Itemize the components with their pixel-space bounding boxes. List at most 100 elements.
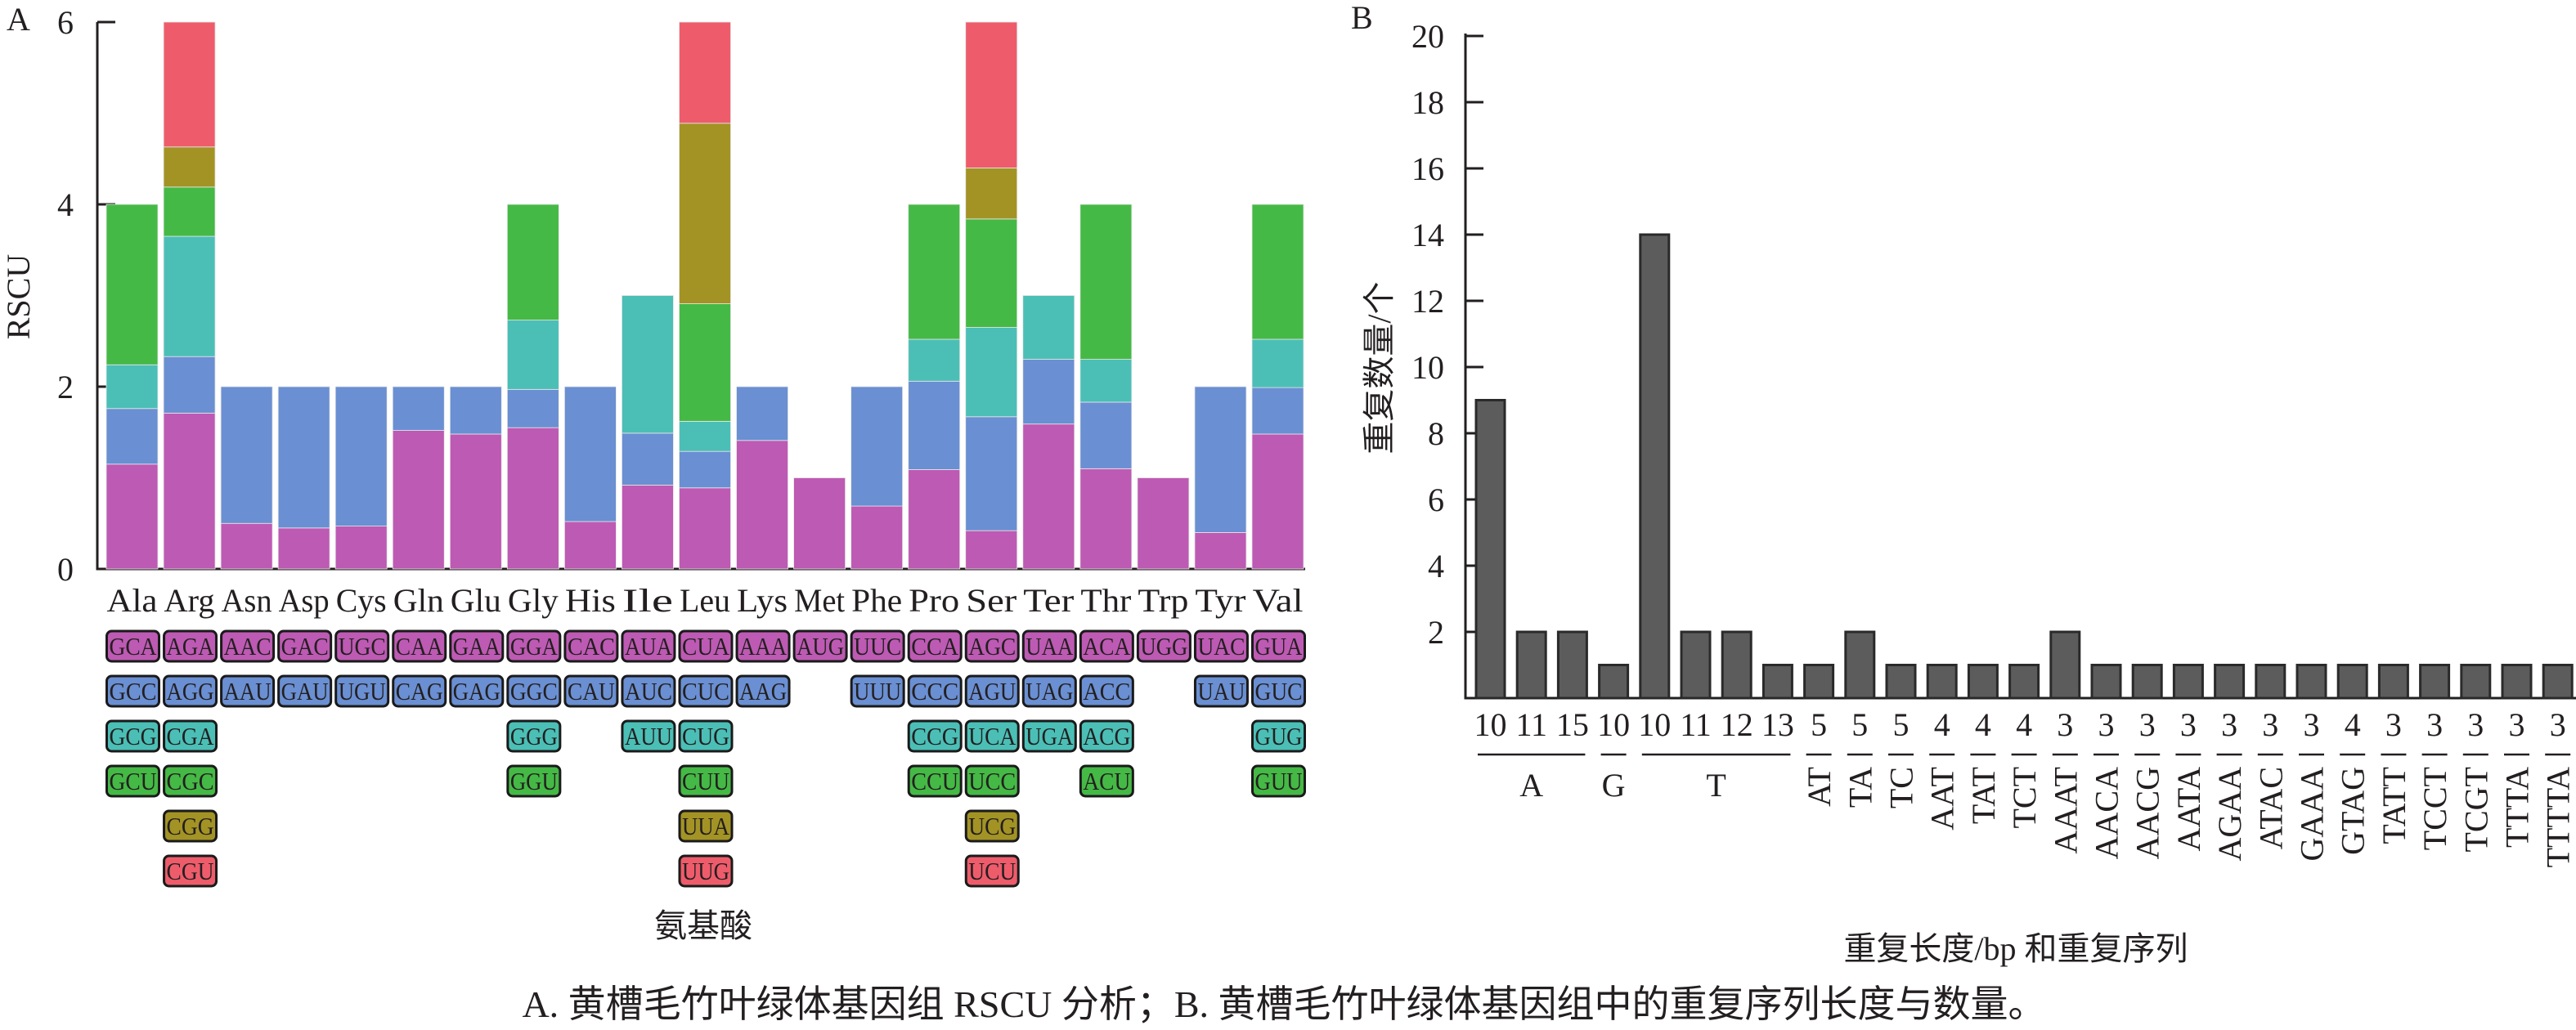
codon-label: AUG xyxy=(797,632,844,661)
codon-label: UCA xyxy=(968,722,1016,750)
chart-b-group-label: G xyxy=(1602,767,1626,804)
codon-label: UUA xyxy=(682,812,730,840)
codon-label: UGG xyxy=(1140,632,1187,661)
bar-segment-pro-ccu xyxy=(908,204,961,340)
chart-b-length-label: 4 xyxy=(1934,706,1950,743)
codon-label: CCU xyxy=(911,767,958,795)
bar-segment-ser-uca xyxy=(965,327,1018,418)
codon-label: GGC xyxy=(510,677,558,705)
chart-b-group-label: T xyxy=(1706,767,1726,804)
codon-box xyxy=(621,629,676,663)
chart-b-group-label: TC xyxy=(1883,767,1920,808)
chart-b-group-label: AATA xyxy=(2170,767,2207,852)
chart-a-category-label: Lys xyxy=(737,582,788,619)
chart-b-bar xyxy=(1474,399,1506,700)
codon-label: CUU xyxy=(682,767,729,795)
bar-segment-arg-aga xyxy=(163,412,216,570)
codon-box xyxy=(449,629,505,663)
chart-b-group-label: ATAC xyxy=(2252,767,2289,849)
codon-box xyxy=(1021,719,1077,753)
codon-label: GGU xyxy=(510,767,558,795)
codon-box xyxy=(964,854,1020,888)
codon-label: CUC xyxy=(682,677,729,705)
codon-label: GGG xyxy=(510,722,558,750)
chart-a-category-label: Gln xyxy=(393,582,444,619)
chart-b-group-label: AACG xyxy=(2129,767,2166,859)
codon-box xyxy=(1251,629,1306,663)
chart-a: 0 2 4 6 Ala GCA GCC GCG GCU Arg AGA AGG CGA CGC CGG CGU… xyxy=(57,4,1306,888)
chart-b-bar xyxy=(2090,664,2122,700)
chart-b-ylabel: 重复数量/个 xyxy=(1361,281,1398,454)
bar-segment-asp-gac xyxy=(277,527,330,570)
chart-b-length-label: 3 xyxy=(2057,706,2073,743)
chart-a-category-label: Trp xyxy=(1138,582,1188,619)
codon-box xyxy=(792,629,848,663)
bar-segment-lys-aag xyxy=(736,386,788,441)
bar-segment-ser-agu xyxy=(965,416,1018,531)
codon-box xyxy=(907,629,963,663)
codon-box xyxy=(1021,674,1077,708)
chart-a-category-label: Glu xyxy=(451,582,501,619)
chart-b-group-label: GAAA xyxy=(2294,767,2331,862)
codon-label: UGU xyxy=(339,677,386,705)
codon-box xyxy=(964,674,1020,708)
chart-b-bar xyxy=(2172,664,2204,700)
codon-label: ACA xyxy=(1083,632,1131,661)
codon-box xyxy=(563,629,619,663)
codon-box xyxy=(163,674,218,708)
codon-box xyxy=(735,629,791,663)
codon-box xyxy=(964,719,1020,753)
chart-b-bar xyxy=(2336,664,2368,700)
codon-box xyxy=(964,764,1020,798)
codon-box xyxy=(1079,629,1134,663)
codon-box xyxy=(1251,764,1306,798)
bar-segment-ter-uga xyxy=(1022,295,1075,360)
codon-label: GCU xyxy=(110,767,157,795)
chart-b-length-label: 10 xyxy=(1474,706,1507,743)
chart-b-y-tick-label: 20 xyxy=(1411,18,1444,55)
codon-label: AGA xyxy=(167,632,215,661)
chart-b-length-label: 10 xyxy=(1597,706,1630,743)
chart-b-length-label: 5 xyxy=(1893,706,1910,743)
codon-label: UCG xyxy=(968,812,1016,840)
chart-b-bar xyxy=(2419,664,2451,700)
codon-box xyxy=(621,674,676,708)
chart-b-group-label: AACA xyxy=(2089,767,2125,859)
chart-b-y-tick-label: 12 xyxy=(1411,283,1444,320)
codon-box xyxy=(334,629,390,663)
codon-label: CGC xyxy=(167,767,214,795)
chart-a-category-label: Ala xyxy=(107,582,158,619)
chart-b-length-label: 3 xyxy=(2509,706,2525,743)
bar-segment-arg-cgu xyxy=(163,21,216,148)
bar-segment-ala-gcg xyxy=(105,364,159,410)
bar-segment-ter-uaa xyxy=(1022,423,1075,570)
bar-segment-asn-aau xyxy=(220,386,273,524)
chart-b-bar xyxy=(1556,630,1588,700)
bar-segment-thr-acg xyxy=(1079,359,1133,403)
codon-box xyxy=(392,629,447,663)
codon-label: UGA xyxy=(1025,722,1074,750)
chart-b-length-label: 3 xyxy=(2262,706,2278,743)
codon-label: UAC xyxy=(1197,632,1245,661)
bar-segment-gly-ggg xyxy=(506,320,559,390)
chart-a-category-label: Pro xyxy=(909,582,959,619)
codon-box xyxy=(277,674,333,708)
chart-b-length-label: 10 xyxy=(1638,706,1671,743)
codon-box xyxy=(1079,719,1134,753)
bar-segment-arg-cga xyxy=(163,235,216,357)
bar-segment-ser-ucg xyxy=(965,167,1018,220)
codon-box xyxy=(678,719,734,753)
bar-segment-arg-agg xyxy=(163,356,216,414)
bar-segment-thr-acc xyxy=(1079,401,1133,469)
chart-a-category-label: Ter xyxy=(1023,582,1074,619)
codon-box xyxy=(964,629,1020,663)
codon-box xyxy=(850,629,905,663)
codon-label: GUU xyxy=(1255,767,1303,795)
codon-label: AUA xyxy=(625,632,673,661)
chart-b-length-label: 5 xyxy=(1851,706,1868,743)
bar-segment-val-guc xyxy=(1251,387,1304,435)
codon-box xyxy=(964,809,1020,843)
chart-b-bar xyxy=(1926,664,1958,700)
chart-b-bar xyxy=(2214,664,2246,700)
